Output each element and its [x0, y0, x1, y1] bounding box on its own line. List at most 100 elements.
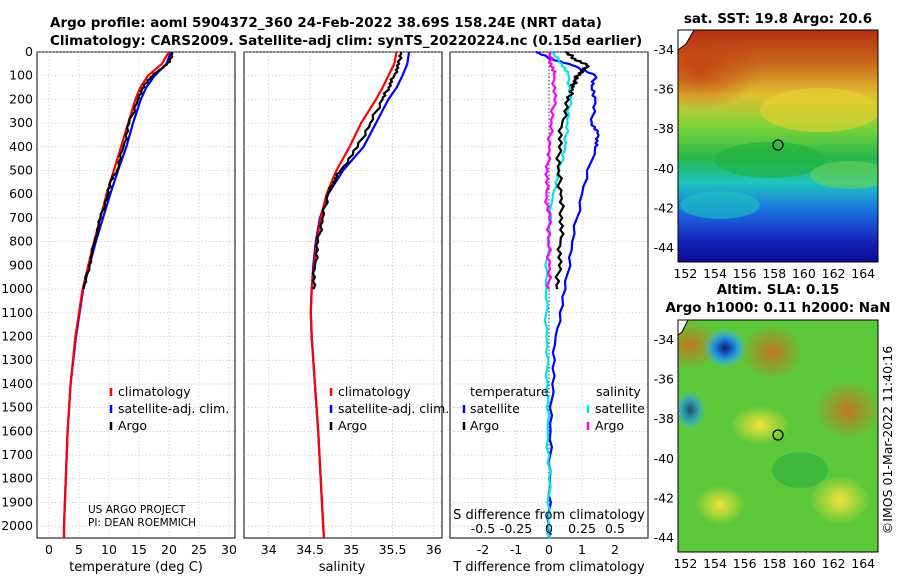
map-y-tick-label: -36: [654, 81, 674, 96]
credit-line-2: PI: DEAN ROEMMICH: [88, 517, 196, 529]
sst-argo-marker: [772, 139, 784, 151]
map-y-tick-label: -42: [654, 200, 674, 215]
s-tick-label: 0.25: [568, 521, 596, 536]
map-x-tick-label: 152: [673, 556, 697, 571]
sst-map-title: sat. SST: 19.8 Argo: 20.6: [684, 11, 872, 27]
title-line-1: Argo profile: aoml 5904372_360 24-Feb-20…: [50, 15, 602, 31]
s-tick-label: 0: [545, 521, 553, 536]
map-x-tick-label: 160: [792, 266, 816, 281]
sla-map-title-2: Argo h1000: 0.11 h2000: NaN: [665, 300, 890, 316]
map-y-tick-label: -44: [654, 530, 674, 545]
depth-tick-label: 2000: [1, 518, 33, 533]
x-tick-label: 25: [191, 542, 207, 557]
series-line-salinity-argo: [544, 51, 558, 290]
legend-argo: Argo: [338, 418, 367, 433]
series-line-satellite-adj-clim-: [62, 51, 172, 538]
depth-tick-label: 1800: [1, 471, 33, 486]
series-line-temperature-satellite: [535, 50, 600, 538]
x-tick-label: -2: [477, 542, 489, 557]
depth-tick-label: 800: [9, 234, 33, 249]
map-x-tick-label: 158: [762, 266, 786, 281]
map-y-tick-label: -38: [654, 411, 674, 426]
difference-panel: -2 -1 0 1 2 -0.5 -0.25 0 0.25 0.5 S difference f…: [449, 50, 649, 575]
depth-axis: 0 100 200 300 400 500 600 700 800 900 1000 1100 1200…: [1, 44, 33, 533]
series-line-salinity-satellite: [543, 51, 573, 539]
map-x-tick-label: 154: [703, 556, 727, 571]
map-x-tick-label: 158: [762, 556, 786, 571]
map-y-tick-label: -40: [654, 451, 674, 466]
x-tick-label: 15: [131, 542, 147, 557]
depth-tick-label: 0: [25, 44, 33, 59]
temperature-xlabel: temperature (deg C): [69, 560, 203, 575]
sst-frame: [677, 29, 879, 263]
s-tick-label: -0.5: [471, 521, 495, 536]
x-tick-label: 30: [221, 542, 237, 557]
map-x-tick-label: 154: [703, 266, 727, 281]
x-tick-label: 0: [45, 542, 53, 557]
x-tick-label: 35: [343, 542, 359, 557]
map-x-tick-label: 160: [792, 556, 816, 571]
series-line-temperature-argo: [554, 50, 590, 290]
map-y-tick-label: -44: [654, 240, 674, 255]
depth-tick-label: 500: [9, 163, 33, 178]
map-y-tick-label: -40: [654, 161, 674, 176]
depth-tick-label: 1400: [1, 376, 33, 391]
depth-tick-label: 900: [9, 257, 33, 272]
legend-satellite: satellite-adj. clim.: [338, 401, 449, 416]
sla-frame: [677, 319, 879, 553]
s-tick-label: 0.5: [605, 521, 625, 536]
title-line-2: Climatology: CARS2009. Satellite-adj cli…: [50, 33, 642, 49]
depth-tick-label: 1600: [1, 423, 33, 438]
map-y-tick-label: -34: [654, 332, 674, 347]
x-tick-label: 36: [426, 542, 442, 557]
map-y-tick-label: -42: [654, 490, 674, 505]
depth-tick-label: 300: [9, 115, 33, 130]
temperature-panel: 0 5 10 15 20 25 30 temperature (deg C) climato…: [36, 51, 237, 575]
depth-tick-label: 1100: [1, 305, 33, 320]
x-tick-label: 34: [261, 542, 277, 557]
map-x-tick-label: 164: [851, 266, 875, 281]
legend-satellite: satellite-adj. clim.: [118, 401, 229, 416]
depth-tick-label: 1200: [1, 328, 33, 343]
legend-argo: Argo: [118, 418, 147, 433]
temperature-legend: climatology satellite-adj. clim. Argo: [109, 384, 229, 433]
map-x-tick-label: 164: [851, 556, 875, 571]
imos-stamp: ©IMOS 01-Mar-2022 11:40:16: [880, 346, 895, 534]
legend-climatology: climatology: [118, 384, 191, 399]
map-x-tick-label: 162: [822, 266, 846, 281]
sst-map: sat. SST: 19.8 Argo: 20.6 152 154 156 158 16…: [654, 11, 879, 281]
sla-map-title-1: Altim. SLA: 0.15: [717, 282, 839, 298]
legend-s-argo: Argo: [595, 418, 624, 433]
depth-tick-label: 700: [9, 210, 33, 225]
series-line-argo: [311, 51, 403, 290]
series-line-climatology: [62, 51, 170, 538]
depth-tick-label: 1000: [1, 281, 33, 296]
sla-argo-marker: [772, 429, 784, 441]
depth-tick-label: 1700: [1, 447, 33, 462]
sla-field: [678, 320, 878, 552]
difference-legend: temperature salinity satellite Argo sate…: [462, 384, 645, 433]
depth-tick-label: 1900: [1, 494, 33, 509]
series-line-argo: [82, 51, 174, 290]
x-tick-label: 5: [75, 542, 83, 557]
depth-tick-label: 100: [9, 68, 33, 83]
s-tick-label: -0.25: [500, 521, 532, 536]
x-tick-label: -1: [510, 542, 522, 557]
credit-line-1: US ARGO PROJECT: [88, 504, 186, 516]
depth-tick-label: 400: [9, 139, 33, 154]
sst-field: [678, 30, 878, 262]
x-tick-label: 35.5: [379, 542, 407, 557]
salinity-panel: 34 34.5 35 35.5 36 salinity climatology sate…: [243, 51, 449, 575]
depth-tick-label: 200: [9, 91, 33, 106]
x-tick-label: 1: [578, 542, 586, 557]
map-x-tick-label: 156: [733, 266, 757, 281]
salinity-xlabel: salinity: [319, 560, 366, 575]
s-difference-xlabel: S difference from climatology: [453, 508, 645, 523]
map-y-tick-label: -36: [654, 371, 674, 386]
series-line-climatology: [309, 51, 398, 539]
map-x-tick-label: 156: [733, 556, 757, 571]
x-tick-label: 20: [161, 542, 177, 557]
salinity-legend: climatology satellite-adj. clim. Argo: [329, 384, 449, 433]
sla-map: Altim. SLA: 0.15 Argo h1000: 0.11 h2000:…: [654, 282, 891, 571]
